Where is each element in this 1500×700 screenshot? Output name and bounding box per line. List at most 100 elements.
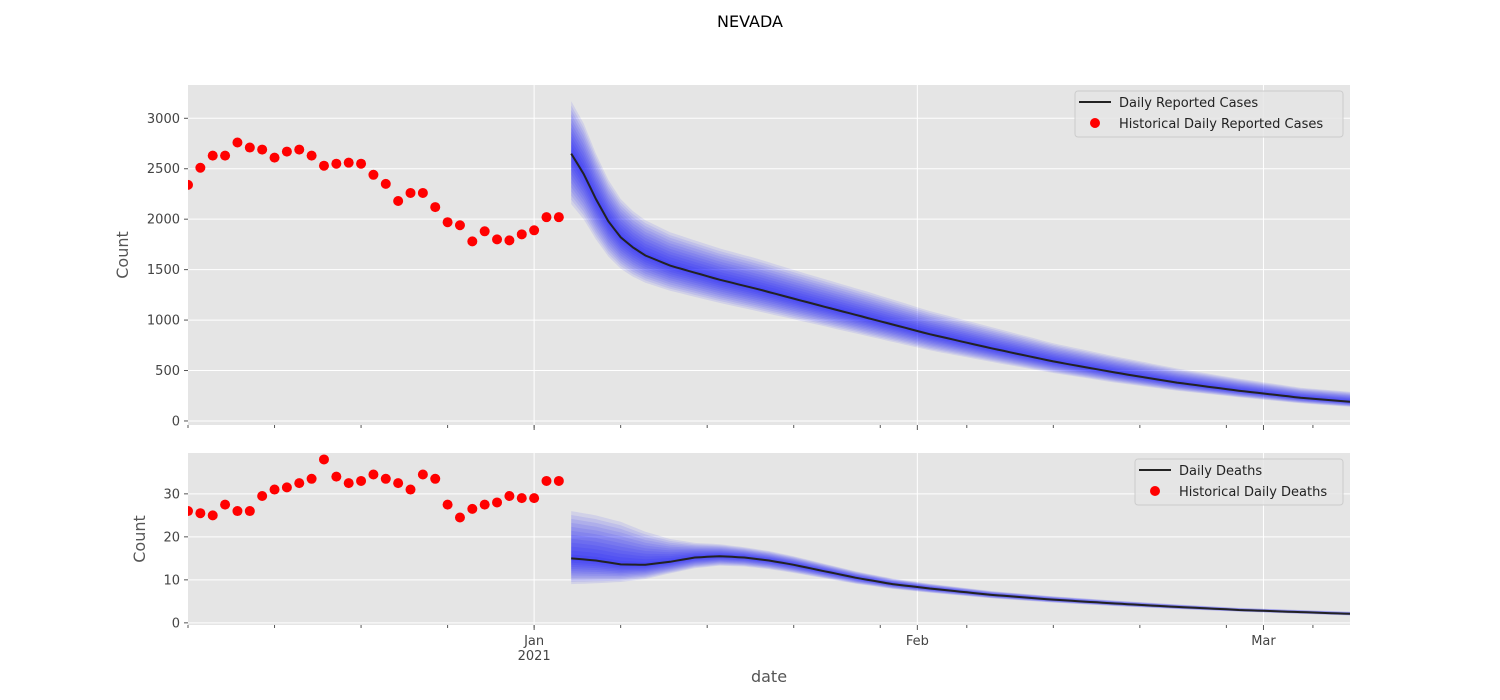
- legend: Daily Deaths Historical Daily Deaths: [1134, 458, 1344, 506]
- historical-point: [343, 157, 354, 168]
- historical-point: [294, 144, 305, 155]
- historical-point: [430, 473, 441, 484]
- historical-point: [492, 497, 503, 508]
- historical-point: [553, 212, 564, 223]
- forecast-band-layer: [571, 114, 1350, 406]
- historical-point: [294, 478, 305, 489]
- y-tick-label: 1000: [147, 314, 180, 329]
- historical-point: [244, 506, 255, 517]
- historical-point: [504, 235, 515, 246]
- forecast-band-layer: [571, 511, 1350, 616]
- historical-point: [368, 469, 379, 480]
- forecast-band-layer: [571, 538, 1350, 615]
- historical-point: [479, 226, 490, 237]
- historical-point: [269, 484, 280, 495]
- historical-point: [195, 508, 206, 519]
- historical-point: [541, 475, 552, 486]
- historical-point: [393, 478, 404, 489]
- plot-area: [188, 85, 1350, 425]
- historical-point: [220, 150, 231, 161]
- historical-point: [356, 475, 367, 486]
- legend-point-swatch: [1150, 486, 1160, 496]
- figure-title: NEVADA: [717, 12, 783, 31]
- historical-point: [281, 146, 292, 157]
- historical-point: [553, 475, 564, 486]
- legend: Daily Reported Cases Historical Daily Rep…: [1074, 90, 1344, 138]
- y-tick-label: 3000: [147, 112, 180, 127]
- plot-content: [188, 101, 1350, 407]
- forecast-band-layer: [571, 109, 1350, 407]
- y-tick-label: 500: [155, 364, 180, 379]
- historical-point: [393, 196, 404, 207]
- forecast-band-layer: [571, 118, 1350, 406]
- historical-point: [368, 169, 379, 180]
- historical-point: [430, 202, 441, 213]
- historical-point: [306, 150, 317, 161]
- y-tick-label: 2000: [147, 213, 180, 228]
- historical-point: [207, 150, 218, 161]
- historical-point: [195, 162, 206, 173]
- historical-point: [331, 158, 342, 169]
- y-tick-label: 2500: [147, 162, 180, 177]
- plot-content: [188, 454, 1350, 616]
- historical-point: [467, 503, 478, 514]
- legend-entry: Daily Deaths: [1179, 464, 1262, 479]
- historical-point: [405, 187, 416, 198]
- historical-point: [188, 506, 193, 517]
- historical-point: [405, 484, 416, 495]
- y-tick-label: 10: [163, 573, 180, 588]
- historical-point: [479, 499, 490, 510]
- historical-point: [306, 473, 317, 484]
- historical-point: [188, 179, 193, 190]
- historical-point: [504, 491, 515, 501]
- historical-point: [417, 469, 428, 480]
- historical-point: [257, 144, 268, 155]
- legend-point-swatch: [1090, 118, 1100, 128]
- historical-point: [269, 152, 280, 163]
- historical-point: [442, 217, 453, 228]
- historical-point: [356, 158, 367, 169]
- y-tick-label: 0: [172, 414, 180, 429]
- x-tick-label: Jan: [523, 634, 544, 649]
- historical-point: [281, 482, 292, 493]
- y-tick-label: 30: [163, 487, 180, 502]
- historical-point: [541, 212, 552, 223]
- legend-entry: Daily Reported Cases: [1119, 96, 1258, 111]
- historical-point: [529, 493, 540, 504]
- historical-point: [454, 512, 465, 523]
- y-axis-label: Count: [113, 231, 132, 279]
- x-axis-label: date: [751, 667, 787, 686]
- historical-point: [244, 142, 255, 153]
- historical-point: [516, 493, 527, 504]
- historical-point: [318, 160, 329, 171]
- y-tick-label: 0: [172, 616, 180, 631]
- forecast-band-layer: [571, 101, 1350, 407]
- historical-point: [492, 234, 503, 245]
- y-tick-label: 20: [163, 530, 180, 545]
- legend-entry: Historical Daily Reported Cases: [1119, 117, 1323, 132]
- x-tick-label: Mar: [1251, 634, 1276, 649]
- historical-point: [516, 229, 527, 240]
- legend-box: [1074, 90, 1344, 138]
- forecast-line: [570, 153, 1350, 403]
- historical-point: [207, 510, 218, 521]
- historical-point: [331, 471, 342, 482]
- forecast-line: [571, 555, 1350, 615]
- cases-panel: 0 500 1000 1500 2000 2500 3000 Count Daily Repor…: [113, 85, 1350, 430]
- historical-point: [380, 473, 391, 484]
- historical-point: [380, 178, 391, 189]
- historical-point: [343, 478, 354, 489]
- historical-point: [318, 454, 329, 465]
- x-tick-sublabel: 2021: [518, 649, 551, 664]
- historical-point: [232, 137, 243, 148]
- y-tick-label: 1500: [147, 263, 180, 278]
- historical-point: [442, 499, 453, 510]
- forecast-band-layer: [571, 123, 1350, 405]
- historical-point: [220, 499, 231, 510]
- legend-box: [1134, 458, 1344, 506]
- historical-point: [467, 236, 478, 247]
- historical-point: [232, 506, 243, 517]
- y-axis-label: Count: [130, 515, 149, 563]
